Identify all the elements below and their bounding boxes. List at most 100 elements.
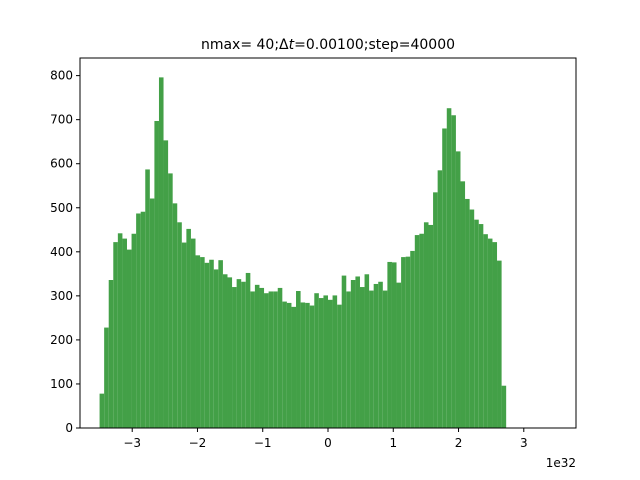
y-tick-label: 0 [65, 421, 73, 435]
histogram-bar [401, 257, 406, 428]
x-tick-label: −2 [189, 436, 207, 450]
x-tick-label: 3 [520, 436, 528, 450]
histogram-bar [465, 198, 470, 428]
histogram-bar [200, 257, 205, 428]
x-tick-label: 1 [389, 436, 397, 450]
histogram-bar [104, 327, 109, 428]
y-tick-label: 400 [50, 245, 73, 259]
histogram-bar [460, 181, 466, 428]
title-part-0: nmax= 40;Δ [201, 37, 289, 53]
histogram-bar [492, 242, 498, 428]
histogram-bar [113, 242, 118, 428]
histogram-bar [442, 128, 447, 428]
histogram-bar [396, 282, 402, 428]
y-tick-label: 100 [50, 377, 73, 391]
histogram-bar [232, 287, 237, 428]
histogram-bar [410, 250, 415, 428]
histogram-bar [428, 224, 434, 428]
histogram-bar [332, 295, 338, 428]
histogram-bar [451, 115, 456, 428]
histogram-bar [296, 291, 301, 428]
histogram-bar [446, 108, 452, 428]
histogram-bar [177, 222, 182, 428]
title-part-2: =0.00100;step=40000 [294, 37, 455, 53]
histogram-bar [181, 242, 187, 428]
histogram-bar [190, 238, 196, 428]
histogram-bar [154, 120, 159, 428]
histogram-bar [209, 259, 214, 428]
histogram-bar [405, 256, 411, 428]
histogram-bar [259, 287, 265, 428]
histogram-bar [108, 280, 114, 428]
histogram-bar [213, 269, 219, 428]
histogram-bar [195, 255, 201, 428]
histogram-bar [286, 302, 292, 428]
histogram-bar [469, 209, 475, 428]
x-offset-label: 1e32 [546, 456, 576, 470]
x-tick-label: 2 [455, 436, 463, 450]
histogram-bar [455, 151, 461, 428]
chart-title: nmax= 40;Δt=0.00100;step=40000 [201, 37, 455, 53]
histogram-bar [99, 393, 105, 428]
histogram-bar [236, 279, 242, 428]
histogram-bar [433, 192, 438, 428]
x-tick-label: −1 [254, 436, 272, 450]
histogram-bar [117, 233, 123, 428]
bars-group [99, 77, 507, 429]
x-axis-ticks: −3 −2 −1 0 1 2 3 [123, 428, 528, 450]
histogram-bar [140, 211, 146, 428]
y-tick-label: 300 [50, 289, 73, 303]
histogram-bar [387, 261, 392, 428]
histogram-bar [300, 302, 306, 428]
histogram-bar [158, 77, 164, 428]
histogram-bar [204, 262, 210, 428]
histogram-bar [168, 173, 173, 428]
histogram-bar [350, 280, 356, 428]
histogram-bar [277, 287, 283, 428]
histogram-bar [305, 302, 310, 428]
histogram-bar [163, 140, 169, 428]
histogram-bar [501, 385, 507, 428]
y-tick-label: 800 [50, 69, 73, 83]
histogram-bar [218, 260, 223, 428]
y-tick-label: 500 [50, 201, 73, 215]
histogram-bar [423, 222, 429, 428]
histogram-bar [478, 224, 484, 428]
histogram-bar [474, 219, 479, 428]
histogram-bar [250, 291, 255, 428]
histogram-bar [391, 262, 397, 428]
histogram-bar [136, 213, 141, 428]
histogram-bar [264, 293, 269, 428]
histogram-bar [227, 277, 233, 428]
histogram-bar [145, 169, 150, 428]
histogram-bar [419, 233, 424, 428]
histogram-bar [186, 228, 191, 428]
histogram-bar [323, 295, 328, 428]
histogram-bar [346, 291, 351, 428]
histogram-bar [254, 284, 260, 428]
y-tick-label: 600 [50, 157, 73, 171]
y-tick-label: 700 [50, 113, 73, 127]
histogram-bar [369, 290, 374, 428]
histogram-bar [222, 274, 228, 428]
title-part-1: t [289, 37, 295, 53]
histogram-bar [318, 298, 324, 428]
histogram-bar [355, 276, 360, 428]
histogram-bar [241, 281, 246, 428]
histogram-bar [497, 260, 502, 428]
histogram-bar [122, 238, 127, 428]
x-tick-label: 0 [324, 436, 332, 450]
histogram-bar [328, 299, 333, 428]
histogram-bar [414, 235, 420, 428]
histogram-bar [268, 291, 274, 428]
histogram-bar [172, 203, 178, 428]
histogram-bar [341, 275, 347, 428]
x-tick-label: −3 [123, 436, 141, 450]
histogram-bar [373, 283, 379, 428]
histogram-bar [131, 233, 137, 428]
histogram-bar [314, 293, 319, 428]
histogram-bar [309, 305, 315, 428]
histogram-bar [483, 234, 488, 428]
histogram-bar [437, 170, 443, 429]
